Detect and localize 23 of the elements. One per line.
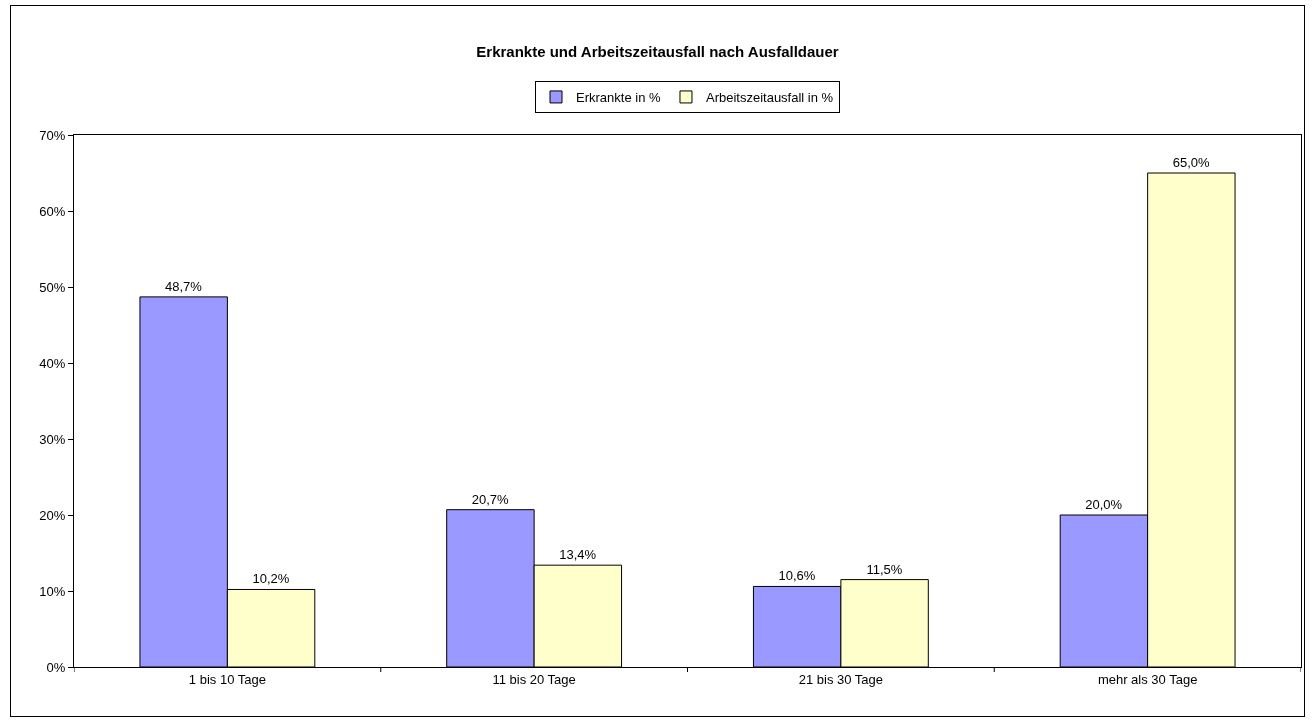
y-tick-label: 30% [39,431,66,447]
y-tick-label: 70% [39,127,66,143]
y-tick-label: 60% [39,203,66,219]
data-label: 20,7% [471,491,510,507]
y-tick-label: 40% [39,355,66,371]
legend-label: Erkrankte in % [576,90,661,106]
data-label: 11,5% [866,561,903,577]
data-label: 10,2% [252,571,290,587]
data-label: 20,0% [1085,497,1123,512]
data-label: 10,6% [778,568,816,584]
chart-title: Erkrankte und Arbeitszeitausfall nach Ausfalldauer [476,43,839,61]
y-tick-label: 20% [39,507,66,523]
data-label: 65,0% [1172,155,1210,170]
data-label: 48,7% [165,278,203,294]
x-tick-label: mehr als 30 Tage [1097,671,1198,687]
data-label: 13,4% [559,547,597,563]
x-tick-label: 21 bis 30 Tage [798,671,884,687]
y-tick-label: 50% [39,279,66,295]
y-tick-label: 10% [39,583,66,599]
x-tick-label: 11 bis 20 Tage [492,671,576,687]
y-tick-label: 0% [46,659,66,675]
legend-label: Arbeitszeitausfall in % [705,90,834,106]
x-tick-label: 1 bis 10 Tage [188,671,266,687]
